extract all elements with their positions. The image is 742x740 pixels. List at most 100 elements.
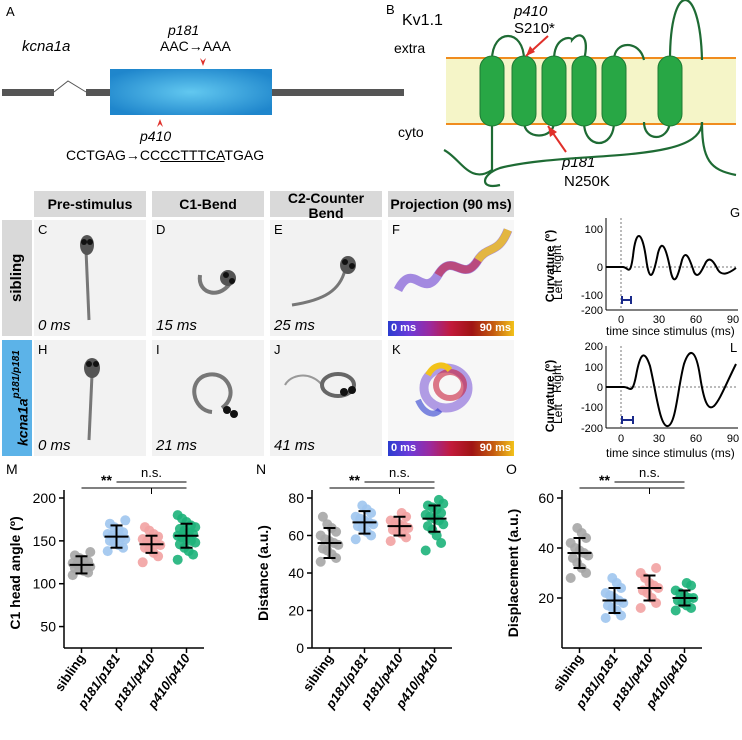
row-label-genotype: p181/p181 [11, 350, 22, 399]
panel-letter: G [730, 205, 741, 220]
ytick: -200 [581, 305, 603, 317]
data-point [572, 523, 583, 533]
colorbar-start: 0 ms [391, 322, 417, 334]
xlabel: time since stimulus (ms) [606, 446, 735, 460]
xtick: 0 [618, 314, 624, 326]
data-point [567, 553, 578, 563]
data-point [350, 534, 361, 545]
time-colorbar: 0 ms 90 ms [388, 321, 514, 336]
panel-letter: K [392, 342, 401, 357]
data-point [600, 613, 611, 623]
p410-label: p410 [140, 128, 172, 144]
data-point [635, 603, 646, 613]
timestamp: 41 ms [274, 437, 315, 454]
panel-letter: O [506, 461, 517, 477]
ytick-label: 100 [33, 576, 57, 592]
image-panel-k: K 0 ms 90 ms [388, 340, 514, 456]
colorbar-end: 90 ms [479, 442, 511, 454]
ytick: -100 [581, 402, 603, 414]
panel-letter: M [6, 461, 18, 477]
curvature-trace-g: 100 0 -100 -200 0 30 60 90 [581, 218, 739, 326]
panel-letter: C [38, 222, 48, 237]
extra-label: extra [394, 40, 426, 56]
data-point [396, 508, 407, 518]
timestamp: 21 ms [156, 437, 197, 454]
ns-label: n.s. [389, 465, 410, 480]
image-panel-h: H 0 ms [34, 340, 146, 456]
ytick-label: 0 [296, 640, 304, 656]
data-point [120, 515, 131, 526]
ytick: 0 [597, 382, 603, 394]
p410-change: S210* [514, 20, 555, 37]
header-c1-bend: C1-Bend [152, 191, 264, 217]
ytick: 0 [597, 262, 603, 274]
category-label: sibling [52, 651, 88, 694]
data-point [137, 534, 148, 545]
data-point [102, 546, 113, 557]
data-point [137, 557, 148, 568]
projection-image [415, 362, 473, 417]
data-point [322, 519, 333, 530]
image-panel-f: F 0 ms 90 ms [388, 220, 514, 336]
ytick-label: 60 [538, 490, 554, 506]
data-point [317, 511, 328, 522]
xtick: 60 [690, 314, 702, 326]
xtick: 90 [727, 433, 739, 445]
xtick: 60 [690, 433, 702, 445]
data-point [385, 536, 396, 547]
header-projection: Projection (90 ms) [388, 191, 514, 217]
ns-label: n.s. [141, 465, 162, 480]
ytick: -100 [581, 290, 603, 302]
image-panel-i: I 21 ms [152, 340, 264, 456]
timestamp: 25 ms [274, 317, 315, 334]
ytick: 100 [585, 362, 603, 374]
panel-letter: I [156, 342, 160, 357]
data-point [85, 547, 96, 557]
row-label-gene: kcna1a [14, 398, 31, 446]
data-point [317, 543, 328, 554]
cyto-label: cyto [398, 124, 424, 140]
protein-name: Kv1.1 [402, 12, 443, 29]
panel-letter: N [256, 461, 266, 477]
data-point [607, 573, 618, 583]
ytick-label: 40 [538, 540, 554, 556]
p410-seq-insert: CCTTTCA [160, 147, 225, 163]
row-label-sibling: sibling [2, 220, 32, 336]
data-point [174, 523, 185, 534]
larva-image [197, 270, 236, 295]
larva-image [84, 358, 100, 441]
data-point [387, 524, 398, 535]
ylabel: C1 head angle (º) [7, 516, 23, 629]
gene-name: kcna1a [22, 38, 71, 55]
category-label: sibling [550, 651, 586, 694]
xtick: 0 [618, 433, 624, 445]
data-point [172, 510, 183, 521]
data-point [651, 563, 662, 573]
larva-image [80, 235, 94, 321]
panel-letter: A [6, 4, 15, 19]
p410-label: p410 [514, 3, 548, 20]
data-point [670, 585, 681, 596]
data-point [422, 500, 433, 511]
data-point [600, 588, 611, 598]
curvature-trace-l: 200 100 0 -100 -200 0 30 60 90 [581, 341, 739, 445]
p181-change: N250K [564, 173, 610, 190]
projection-image [393, 228, 513, 293]
header-c2-counter-bend: C2-Counter Bend [270, 191, 382, 221]
data-point [315, 556, 326, 567]
data-point [352, 521, 363, 532]
p181-label: p181 [168, 22, 200, 38]
xtick: 30 [653, 314, 665, 326]
larva-image [284, 372, 356, 398]
p181-change: AAC→AAA [160, 38, 231, 54]
image-panel-j: J 41 ms [270, 340, 382, 456]
data-point [357, 500, 368, 511]
xtick: 90 [727, 314, 739, 326]
data-point [433, 494, 444, 505]
header-pre-stimulus: Pre-stimulus [34, 191, 146, 217]
ytick-label: 60 [288, 528, 304, 544]
ytick-label: 20 [538, 590, 554, 606]
sig-label: ** [101, 472, 112, 488]
xtick: 30 [653, 433, 665, 445]
right-label: Right [550, 244, 565, 274]
